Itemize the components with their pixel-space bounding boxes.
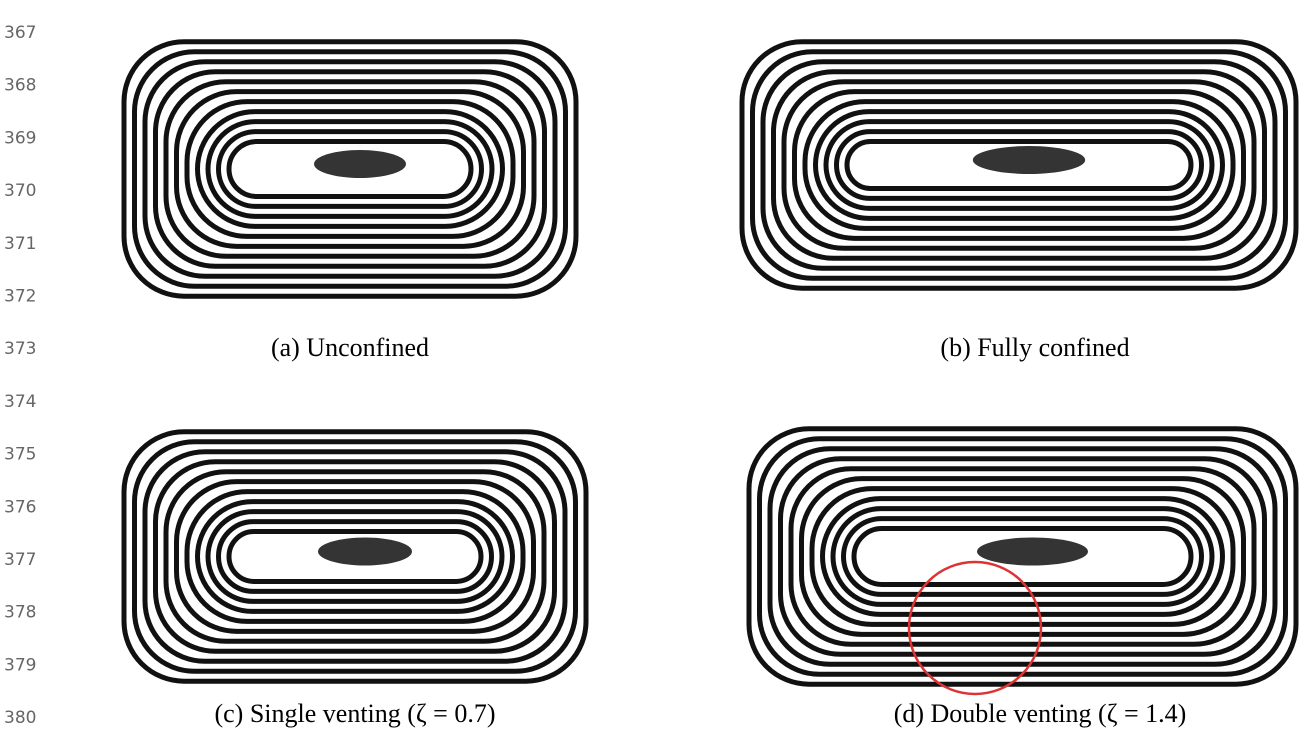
caption: (a) Unconfined xyxy=(271,333,429,362)
line-number: 368 xyxy=(4,76,36,96)
line-number: 379 xyxy=(4,655,36,675)
fringe-image xyxy=(738,38,1300,292)
line-number: 375 xyxy=(4,445,36,465)
figure-images xyxy=(120,38,1300,688)
fringe-image xyxy=(745,425,1300,688)
line-number: 367 xyxy=(4,23,36,43)
line-number: 371 xyxy=(4,234,36,254)
fringe-core xyxy=(314,150,406,178)
fringe-image xyxy=(120,428,590,685)
line-number: 369 xyxy=(4,128,36,148)
line-number: 370 xyxy=(4,181,36,201)
line-number: 380 xyxy=(4,708,36,728)
caption: (c) Single venting (ζ = 0.7) xyxy=(214,699,495,728)
line-number: 377 xyxy=(4,550,36,570)
line-number: 373 xyxy=(4,339,36,359)
line-number: 378 xyxy=(4,603,36,623)
caption: (d) Double venting (ζ = 1.4) xyxy=(894,699,1187,728)
fringe-core xyxy=(977,538,1088,566)
fringe-core xyxy=(973,146,1085,174)
line-number: 372 xyxy=(4,287,36,307)
page: 367 368 369 370 371 372 373 374 375 376 377 378 379 3… xyxy=(0,0,1309,756)
fringe-core xyxy=(318,538,412,566)
line-number: 374 xyxy=(4,392,36,412)
line-number: 376 xyxy=(4,497,36,517)
fringe-image xyxy=(120,38,580,300)
caption: (b) Fully confined xyxy=(940,333,1129,362)
